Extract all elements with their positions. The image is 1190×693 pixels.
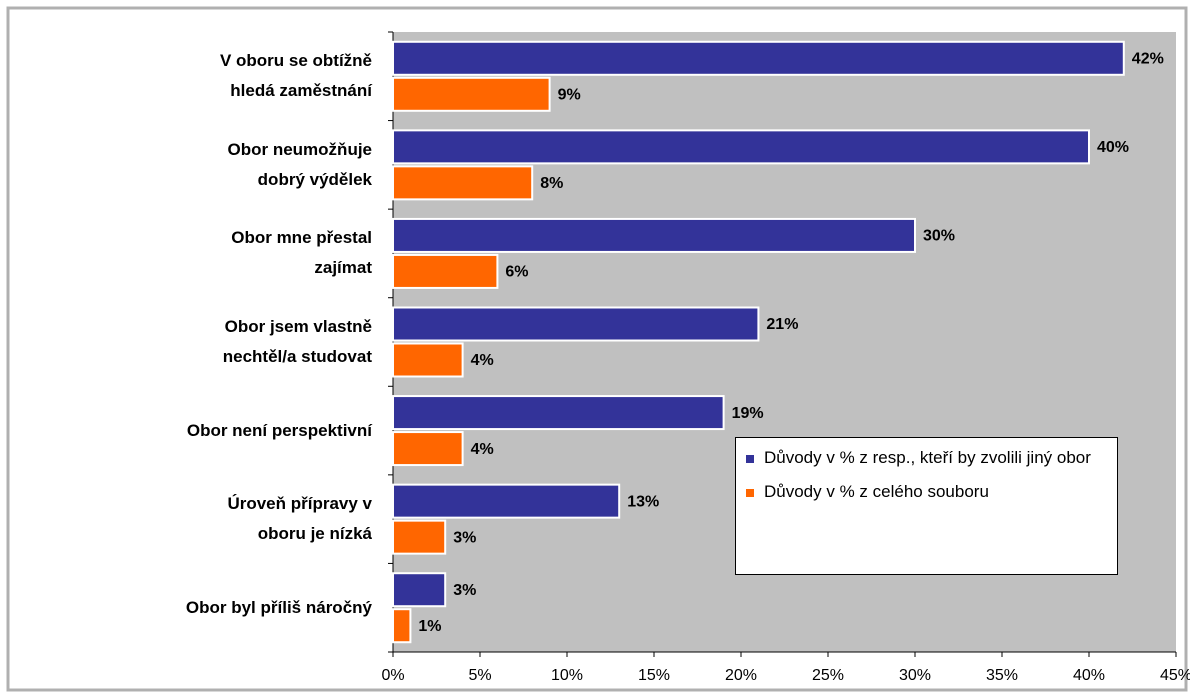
value-label: 42% xyxy=(1132,51,1164,68)
legend-entry: Důvody v % z celého souboru xyxy=(746,480,1107,504)
x-tick-label: 10% xyxy=(551,667,583,684)
legend-swatch xyxy=(746,489,754,497)
bar xyxy=(392,519,447,555)
category-label: V oboru se obtížně hledá zaměstnání xyxy=(219,51,372,101)
x-tick-label: 30% xyxy=(899,667,931,684)
category-label: Obor neumožňuje dobrý výdělek xyxy=(227,139,373,189)
value-label: 3% xyxy=(453,582,476,599)
value-label: 3% xyxy=(453,529,476,546)
x-tick-label: 25% xyxy=(812,667,844,684)
bar xyxy=(392,483,621,519)
value-label: 40% xyxy=(1097,139,1129,156)
bar xyxy=(392,165,534,201)
value-label: 13% xyxy=(627,493,659,510)
x-tick-label: 15% xyxy=(638,667,670,684)
x-tick-label: 45% xyxy=(1160,667,1190,684)
value-label: 1% xyxy=(418,618,441,635)
value-label: 30% xyxy=(923,228,955,245)
legend: Důvody v % z resp., kteří by zvolili jin… xyxy=(735,437,1118,575)
category-label: Obor není perspektivní xyxy=(186,420,372,440)
category-label: Obor mne přestal zajímat xyxy=(231,228,372,278)
bar xyxy=(392,608,412,644)
bar xyxy=(392,217,916,253)
x-tick-label: 0% xyxy=(381,667,404,684)
bar xyxy=(392,76,551,112)
legend-swatch xyxy=(746,455,754,463)
legend-label: Důvody v % z resp., kteří by zvolili jin… xyxy=(764,448,1091,467)
bar xyxy=(392,40,1125,76)
x-tick-label: 40% xyxy=(1073,667,1105,684)
category-label: Úroveň přípravy v oboru je nízká xyxy=(227,494,372,544)
legend-label: Důvody v % z celého souboru xyxy=(764,482,989,501)
legend-entry: Důvody v % z resp., kteří by zvolili jin… xyxy=(746,446,1107,470)
x-tick-label: 20% xyxy=(725,667,757,684)
value-label: 21% xyxy=(766,316,798,333)
value-label: 9% xyxy=(558,87,581,104)
bar xyxy=(392,572,447,608)
bar xyxy=(392,306,760,342)
bar xyxy=(392,395,725,431)
bar xyxy=(392,342,464,378)
category-label: Obor byl příliš náročný xyxy=(185,597,372,617)
value-label: 4% xyxy=(471,352,494,369)
value-label: 19% xyxy=(732,405,764,422)
value-label: 8% xyxy=(540,175,563,192)
bar xyxy=(392,129,1090,165)
x-tick-label: 5% xyxy=(468,667,491,684)
x-tick-label: 35% xyxy=(986,667,1018,684)
bar xyxy=(392,253,499,289)
value-label: 4% xyxy=(471,441,494,458)
bar xyxy=(392,431,464,467)
value-label: 6% xyxy=(505,264,528,281)
category-label: Obor jsem vlastně nechtěl/a studovat xyxy=(222,317,372,366)
